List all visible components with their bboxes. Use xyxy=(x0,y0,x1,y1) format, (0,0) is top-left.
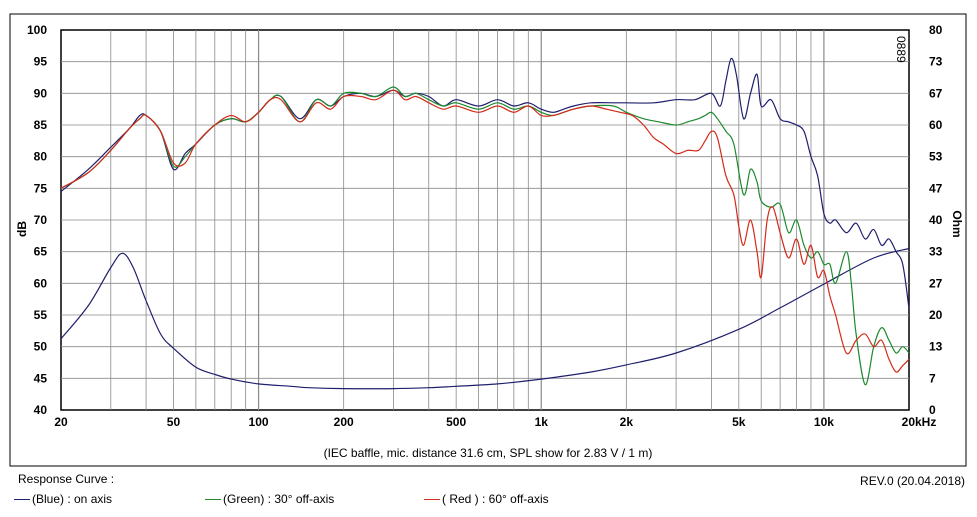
legend-red-label: ( Red ) : 60° off-axis xyxy=(442,492,549,506)
y-tick-label-right: 53 xyxy=(929,150,943,164)
y-tick-label-right: 67 xyxy=(929,86,943,100)
x-tick-label: 500 xyxy=(446,415,466,429)
x-tick-label: 5k xyxy=(732,415,746,429)
legend-blue-swatch xyxy=(14,498,30,500)
y-tick-label-left: 80 xyxy=(34,150,48,164)
y-tick-label-right: 7 xyxy=(929,371,936,385)
y-tick-label-right: 20 xyxy=(929,308,943,322)
y-tick-label-left: 95 xyxy=(34,55,48,69)
y-tick-label-left: 50 xyxy=(34,340,48,354)
y-tick-label-right: 60 xyxy=(929,118,943,132)
x-tick-label: 100 xyxy=(249,415,269,429)
series-line-red xyxy=(60,89,910,373)
response-curve-title: Response Curve : xyxy=(18,472,115,486)
frequency-response-chart: 20 50 100 200 500 1k 2k 5k 10k 20kHz1009590858075… xyxy=(9,13,967,467)
y-tick-label-right: 80 xyxy=(929,23,943,37)
y-tick-label-right: 27 xyxy=(929,276,943,290)
y-tick-label-right: 33 xyxy=(929,245,943,259)
y-tick-label-right: 0 xyxy=(929,403,936,417)
legend-blue-label: (Blue) : on axis xyxy=(32,492,113,506)
y-tick-label-right: 40 xyxy=(929,213,943,227)
x-tick-label: 1k xyxy=(535,415,549,429)
y-tick-label-left: 85 xyxy=(34,118,48,132)
y-tick-label-left: 90 xyxy=(34,86,48,100)
x-tick-label: 20 xyxy=(54,415,68,429)
legend-blue: (Blue) : on axis xyxy=(14,492,112,506)
y-axis-title-left: dB xyxy=(15,221,29,237)
y-tick-label-right: 47 xyxy=(929,181,943,195)
x-tick-label: 10k xyxy=(814,415,834,429)
y-tick-label-left: 75 xyxy=(34,181,48,195)
legend-red: ( Red ) : 60° off-axis xyxy=(424,492,549,506)
y-tick-label-left: 45 xyxy=(34,371,48,385)
x-tick-label: 20kHz xyxy=(902,415,937,429)
legend-red-swatch xyxy=(424,498,440,500)
y-tick-label-left: 70 xyxy=(34,213,48,227)
legend-green: (Green) : 30° off-axis xyxy=(205,492,334,506)
x-tick-label: 50 xyxy=(167,415,181,429)
tick-labels: 20 50 100 200 500 1k 2k 5k 10k 20kHz1009590858075… xyxy=(27,23,943,429)
y-axis-title-right: Ohm xyxy=(950,210,964,237)
legend-green-swatch xyxy=(205,498,221,500)
y-tick-label-left: 55 xyxy=(34,308,48,322)
y-tick-label-left: 40 xyxy=(34,403,48,417)
revision-label: REV.0 (20.04.2018) xyxy=(860,474,965,488)
y-tick-label-left: 100 xyxy=(27,23,47,37)
y-tick-label-right: 13 xyxy=(929,340,943,354)
legend-green-label: (Green) : 30° off-axis xyxy=(223,492,335,506)
series-line-impedance xyxy=(60,247,910,390)
y-tick-label-left: 65 xyxy=(34,245,48,259)
curves xyxy=(60,57,910,390)
y-tick-label-right: 73 xyxy=(929,55,943,69)
side-tag: 0889 xyxy=(894,36,908,63)
x-tick-label: 200 xyxy=(334,415,354,429)
y-tick-label-left: 60 xyxy=(34,276,48,290)
chart-frame xyxy=(9,13,967,467)
chart-caption: (IEC baffle, mic. distance 31.6 cm, SPL … xyxy=(324,446,653,460)
x-tick-label: 2k xyxy=(620,415,634,429)
